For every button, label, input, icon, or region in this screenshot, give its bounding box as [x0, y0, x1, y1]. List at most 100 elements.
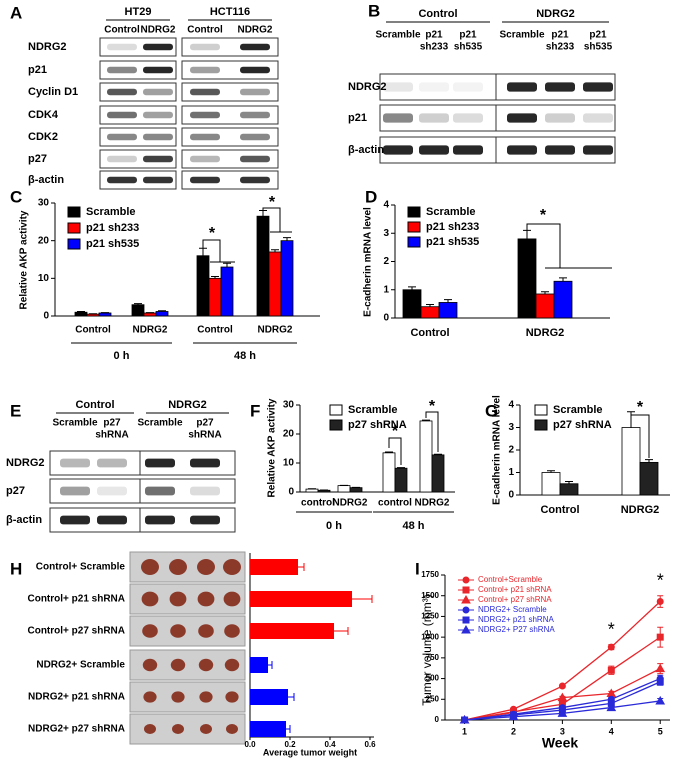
bar — [337, 485, 351, 493]
blot-row-label: p27 — [28, 153, 47, 165]
legend-label: Scramble — [86, 206, 136, 218]
x-tick-label: control — [301, 498, 335, 509]
blot-band — [145, 486, 175, 496]
blot-band — [545, 82, 575, 92]
bar — [559, 483, 579, 496]
legend-swatch — [534, 419, 548, 431]
blot-band — [453, 113, 483, 123]
lane-label: p21 — [589, 30, 607, 41]
blot-band — [143, 176, 173, 184]
x-tick-label: 4 — [609, 726, 614, 736]
row-label: NDRG2+ Scramble — [36, 660, 125, 671]
lane-label: Control — [187, 25, 223, 36]
bar — [639, 461, 659, 496]
y-axis-label: Relative AKP activity — [19, 210, 30, 309]
blot-band — [507, 113, 537, 123]
bar — [420, 306, 440, 319]
bar — [143, 312, 157, 317]
blot-band — [190, 486, 220, 496]
blot-band — [97, 515, 127, 525]
legend-label: Control+Scramble — [478, 575, 543, 584]
blot-band — [419, 82, 449, 92]
legend-marker — [461, 594, 471, 604]
blot-frame — [139, 450, 236, 476]
legend-label: p21 sh535 — [86, 238, 139, 250]
legend-label: Control+ p21 shRNA — [478, 585, 552, 594]
blot-row-label: NDRG2 — [6, 457, 45, 469]
x-tick-label: 0.0 — [244, 740, 256, 749]
lane-label: NDRG2 — [140, 25, 175, 36]
legend-label: p21 sh233 — [86, 222, 139, 234]
tumor — [142, 658, 158, 672]
tumor — [144, 724, 156, 734]
blot-band — [583, 113, 613, 123]
blot-band — [545, 145, 575, 155]
y-tick-label: 500 — [426, 674, 440, 683]
legend-label: p21 sh233 — [426, 221, 479, 233]
significance-bracket — [388, 437, 402, 465]
y-tick-label: 250 — [426, 694, 440, 703]
y-tick-label: 1500 — [421, 591, 439, 600]
y-tick-label: 0 — [288, 487, 294, 498]
y-tick-label: 0 — [435, 715, 440, 724]
x-tick-label: Control — [75, 325, 111, 336]
marker — [655, 663, 666, 673]
lane-label: sh535 — [584, 42, 613, 53]
y-tick-label: 4 — [508, 400, 514, 411]
blot-band — [190, 515, 220, 525]
blot-frame — [139, 478, 236, 504]
legend-label: Scramble — [348, 404, 398, 416]
blot-band — [143, 155, 173, 163]
legend-marker — [462, 576, 470, 584]
blot-band — [240, 66, 270, 74]
y-axis-label: Relative AKP activity — [267, 398, 278, 497]
blot-band — [107, 155, 137, 163]
marker — [557, 708, 568, 717]
marker — [606, 688, 617, 697]
blot-row-label: NDRG2 — [28, 41, 67, 53]
error-bar — [541, 291, 549, 294]
blot-row-label: p27 — [6, 485, 25, 497]
legend-label: p21 sh535 — [426, 236, 479, 248]
y-tick-label: 20 — [38, 235, 50, 246]
blot-frame — [181, 60, 279, 80]
lane-label: p27 — [196, 418, 214, 429]
blot-band — [107, 88, 137, 96]
annotation: * — [540, 207, 547, 224]
panel-letter: I — [415, 559, 420, 578]
legend-label: Scramble — [426, 206, 476, 218]
blot-band — [60, 486, 90, 496]
lane-label: shRNA — [188, 430, 221, 441]
y-axis-label: E-cadherin mRNA level — [363, 207, 374, 317]
tumor — [224, 658, 240, 672]
legend-swatch — [407, 236, 421, 248]
legend-label: NDRG2+ P27 shRNA — [478, 625, 555, 634]
blot-band — [240, 133, 270, 141]
x-tick-label: control — [378, 498, 412, 509]
legend-swatch — [329, 419, 343, 431]
legend-marker — [462, 586, 470, 594]
lane-label: Scramble — [52, 418, 97, 429]
y-tick-label: 1000 — [421, 632, 439, 641]
blot-frame — [495, 104, 616, 132]
blot-band — [145, 515, 175, 525]
marker — [656, 598, 664, 606]
blot-band — [60, 458, 90, 468]
x-tick-label: 0.6 — [364, 740, 376, 749]
legend-label: NDRG2+ p21 shRNA — [478, 615, 554, 624]
error-bar — [397, 467, 405, 469]
legend-marker — [461, 624, 471, 634]
x-tick-label: 0.4 — [324, 740, 336, 749]
row-label: Control+ p21 shRNA — [27, 594, 125, 605]
tumor — [200, 724, 212, 734]
tumor — [224, 624, 240, 638]
blot-frame — [181, 127, 279, 147]
annotation: * — [637, 399, 644, 416]
bar — [131, 304, 145, 317]
bar — [419, 420, 433, 493]
tumor — [170, 624, 186, 638]
error-bar — [408, 286, 416, 290]
lane-label: shRNA — [95, 430, 128, 441]
blot-row-label: β-actin — [6, 514, 42, 526]
tumor — [226, 724, 238, 734]
